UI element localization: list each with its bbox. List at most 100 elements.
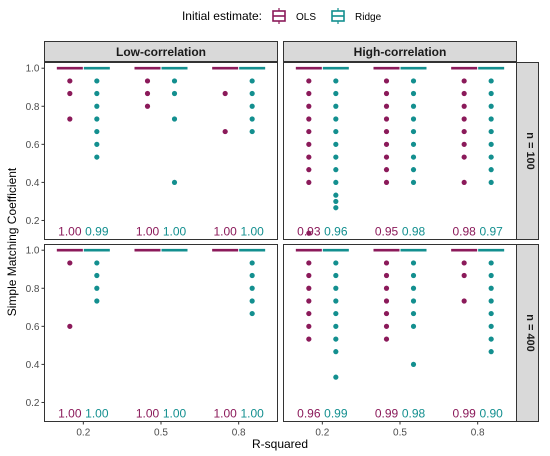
- outlier-point: [306, 116, 312, 122]
- outlier-point: [67, 78, 73, 84]
- legend-label-ridge: Ridge: [355, 12, 382, 23]
- outlier-point: [67, 90, 73, 97]
- mean-label: 0.99: [375, 407, 399, 421]
- mean-label: 1.00: [85, 407, 109, 421]
- outlier-point: [410, 285, 417, 291]
- outlier-point: [94, 285, 100, 291]
- outlier-point: [94, 298, 100, 304]
- y-tick-label: 0.2: [26, 216, 40, 227]
- outlier-point: [249, 285, 255, 291]
- mean-label: 0.96: [297, 407, 321, 421]
- mean-label: 0.96: [324, 225, 348, 239]
- outlier-point: [410, 116, 417, 122]
- outlier-point: [461, 103, 467, 109]
- mean-label: 0.98: [402, 407, 426, 421]
- outlier-point: [410, 361, 417, 368]
- outlier-point: [383, 154, 390, 160]
- outlier-point: [306, 272, 312, 279]
- outlier-point: [306, 179, 312, 186]
- outlier-point: [488, 310, 494, 317]
- y-tick-label: 0.8: [26, 102, 40, 113]
- outlier-point: [488, 103, 494, 109]
- outlier-point: [383, 323, 390, 329]
- x-axis: 0.2 0.5 0.8 0.2 0.5 0.8: [76, 421, 485, 439]
- outlier-point: [333, 198, 339, 205]
- outlier-point: [333, 78, 339, 84]
- outlier-point: [94, 154, 100, 160]
- legend-key-ridge: [331, 8, 345, 24]
- outlier-point: [383, 90, 390, 97]
- outlier-point: [333, 167, 339, 173]
- outlier-point: [461, 141, 467, 147]
- outlier-point: [488, 179, 494, 186]
- outlier-point: [306, 285, 312, 291]
- outlier-point: [383, 141, 390, 147]
- column-strips: Low-correlation High-correlation: [44, 41, 517, 62]
- y-axis-title: Simple Matching Coefficient: [5, 167, 19, 316]
- outlier-point: [461, 272, 467, 279]
- outlier-point: [333, 154, 339, 160]
- outlier-point: [488, 298, 494, 304]
- outlier-point: [306, 128, 312, 135]
- y-tick-label: 1.0: [26, 246, 40, 257]
- outlier-point: [249, 116, 255, 122]
- mean-label: 1.00: [136, 225, 160, 239]
- panel: 0.96 0.99 0.99 0.98 0.99 0.90: [283, 244, 517, 422]
- mean-label: 0.99: [452, 407, 476, 421]
- outlier-point: [383, 128, 390, 135]
- outlier-point: [383, 103, 390, 109]
- outlier-point: [461, 116, 467, 122]
- legend-key-ols: [272, 8, 286, 24]
- mean-label: 0.97: [479, 225, 503, 239]
- x-tick-label: 0.5: [154, 428, 168, 439]
- outlier-point: [383, 260, 390, 266]
- legend-label-ols: OLS: [296, 12, 316, 23]
- outlier-point: [410, 154, 417, 160]
- outlier-point: [171, 78, 178, 84]
- outlier-point: [488, 116, 494, 122]
- outlier-point: [461, 90, 467, 97]
- strip-high-correlation: [283, 41, 517, 62]
- outlier-point: [488, 167, 494, 173]
- outlier-point: [383, 167, 390, 173]
- panel: 1.00 0.99 1.00 1.00 1.00 1.00: [44, 62, 278, 240]
- outlier-point: [383, 78, 390, 84]
- outlier-point: [249, 260, 255, 266]
- outlier-point: [249, 310, 255, 317]
- outlier-point: [171, 90, 178, 97]
- strip-low-correlation: [44, 41, 278, 62]
- outlier-point: [333, 272, 339, 279]
- outlier-point: [306, 336, 312, 342]
- outlier-point: [333, 336, 339, 342]
- outlier-point: [333, 179, 339, 186]
- outlier-point: [488, 272, 494, 279]
- mean-label: 1.00: [58, 225, 82, 239]
- outlier-point: [488, 128, 494, 135]
- mean-label: 1.00: [240, 225, 264, 239]
- outlier-point: [67, 260, 73, 266]
- outlier-point: [333, 285, 339, 291]
- mean-label: 0.95: [375, 225, 399, 239]
- legend-title: Initial estimate:: [182, 9, 262, 23]
- outlier-point: [171, 179, 178, 186]
- strip-label-n-400: n = 400: [524, 314, 536, 352]
- outlier-point: [249, 298, 255, 304]
- outlier-point: [383, 310, 390, 317]
- y-axes: 0.2 0.4 0.6 0.8 1.0 0.2 0.4 0.6 0.8 1.0: [26, 64, 45, 409]
- outlier-point: [249, 90, 255, 97]
- outlier-point: [333, 116, 339, 122]
- outlier-point: [461, 179, 467, 186]
- outlier-point: [333, 128, 339, 135]
- outlier-point: [488, 285, 494, 291]
- panel-border: [283, 244, 517, 422]
- outlier-point: [144, 78, 151, 84]
- outlier-point: [461, 260, 467, 266]
- panel-border: [44, 62, 278, 240]
- outlier-point: [144, 103, 151, 109]
- panel: 1.00 1.00 1.00 1.00 1.00 1.00: [44, 244, 278, 422]
- outlier-point: [383, 336, 390, 342]
- outlier-point: [410, 298, 417, 304]
- outlier-point: [383, 116, 390, 122]
- outlier-point: [333, 141, 339, 147]
